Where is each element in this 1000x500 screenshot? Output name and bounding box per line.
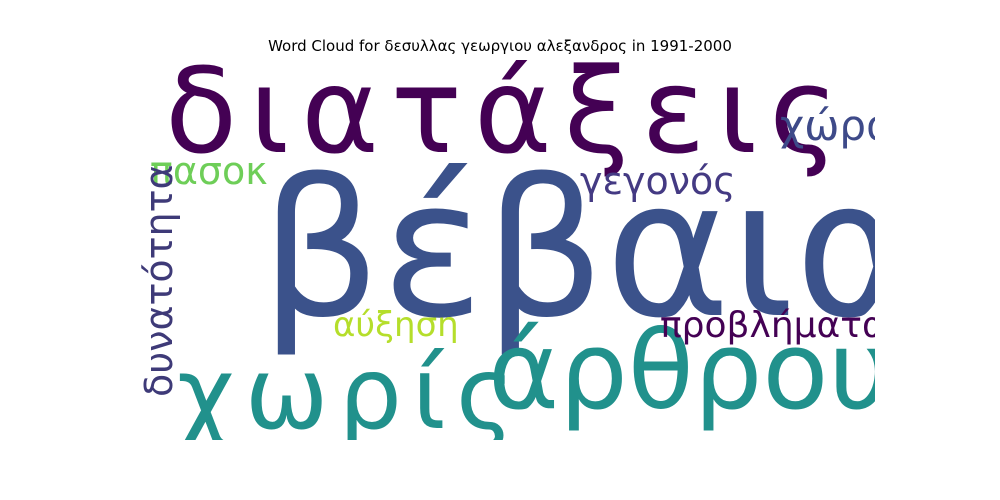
- word-pasok: πασοκ: [150, 149, 268, 193]
- word-dynatotita: δυνατότητα: [137, 164, 181, 397]
- chart-title: Word Cloud for δεσυλλας γεωργιου αλεξανδ…: [268, 37, 732, 55]
- word-arthrou: άρθρου: [488, 309, 875, 434]
- word-gegonos: γεγονός: [580, 159, 736, 203]
- word-cloud: βέβαια διατάξεις άρθρου χωρίς χώρας γεγο…: [125, 60, 875, 440]
- word-choris: χωρίς: [177, 335, 525, 441]
- word-provlimata: προβλήματα: [660, 305, 875, 346]
- word-bebaia: βέβαια: [260, 139, 875, 360]
- word-afxisi: αύξηση: [333, 305, 459, 345]
- word-diataxeis: διατάξεις: [165, 60, 851, 180]
- word-choras: χώρας: [780, 101, 875, 150]
